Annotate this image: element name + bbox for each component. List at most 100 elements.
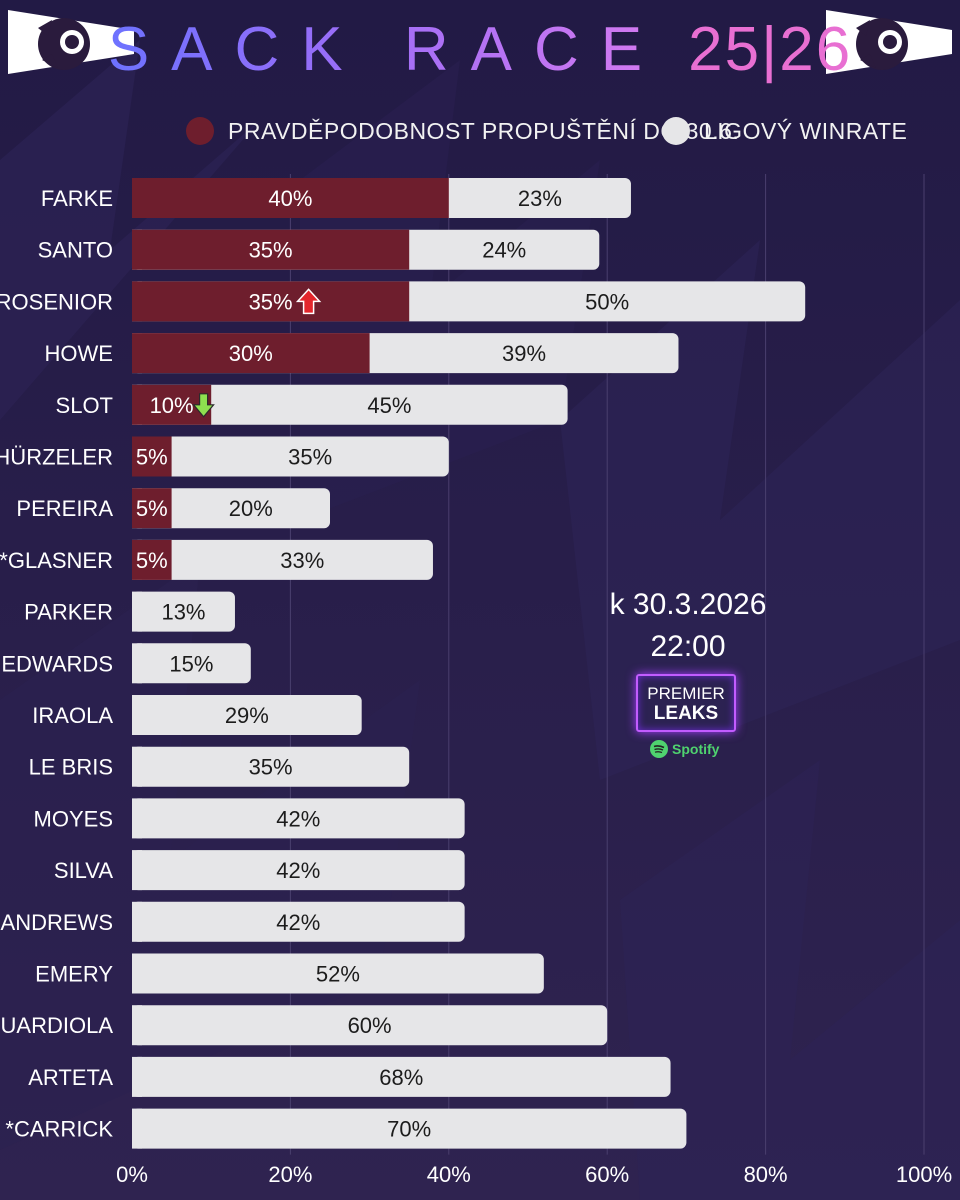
spotify-badge: Spotify (650, 740, 719, 758)
green-down-arrow-icon (192, 393, 215, 418)
category-label: ANDREWS (1, 910, 113, 935)
podcast-name-line1: PREMIER (647, 684, 725, 703)
data-label-winrate: 35% (249, 755, 293, 780)
bar-winrate (132, 436, 449, 477)
data-label-winrate: 42% (276, 858, 320, 883)
bar-winrate-corner (132, 695, 142, 735)
timestamp-date: k 30.3.2026 (609, 588, 767, 621)
data-label-winrate: 50% (585, 289, 629, 314)
category-label: PARKER (24, 600, 113, 625)
legend-label-win: LIGOVÝ WINRATE (704, 117, 908, 144)
premier-league-logo-left (8, 10, 134, 74)
category-label: PEREIRA (16, 496, 113, 521)
bar-winrate-corner (132, 1005, 142, 1046)
bar-winrate-corner (132, 1056, 142, 1097)
bar-winrate-corner (132, 746, 142, 787)
bar-winrate (132, 1056, 671, 1097)
bar-winrate (132, 901, 465, 942)
category-label: EMERY (35, 962, 113, 987)
category-label: ROSENIOR (0, 289, 113, 314)
category-label: *CARRICK (5, 1117, 113, 1142)
data-label-winrate: 35% (288, 445, 332, 470)
legend-swatch-sack (186, 117, 214, 145)
category-label: MOYES (34, 806, 113, 831)
bar-winrate-corner (132, 798, 142, 839)
x-tick-label: 40% (427, 1162, 471, 1187)
x-tick-label: 80% (744, 1162, 788, 1187)
data-label-winrate: 42% (276, 910, 320, 935)
bar-winrate (132, 953, 544, 994)
podcast-name-line2: LEAKS (653, 703, 719, 724)
bar-winrate (132, 850, 465, 891)
category-label: IRAOLA (32, 703, 113, 728)
bar-winrate (132, 539, 433, 580)
category-label: ARTETA (28, 1065, 113, 1090)
data-label-sack: 10% (150, 393, 194, 418)
bar-winrate-corner (132, 591, 142, 632)
premier-league-lion-icon (38, 18, 90, 70)
x-tick-label: 60% (585, 1162, 629, 1187)
spotify-icon (650, 740, 668, 758)
bar-sack (132, 281, 410, 322)
category-label: *GLASNER (0, 548, 113, 573)
data-label-winrate: 24% (482, 238, 526, 263)
data-label-sack: 5% (136, 496, 168, 521)
bar-winrate (132, 746, 410, 787)
category-label: SANTO (38, 238, 113, 263)
data-label-winrate: 52% (316, 962, 360, 987)
legend-label-sack: PRAVDĚPODOBNOST PROPUŠTĚNÍ DO 30.6. (228, 117, 740, 144)
legend-item-sack: PRAVDĚPODOBNOST PROPUŠTĚNÍ DO 30.6. (186, 114, 739, 148)
category-label: HÜRZELER (0, 445, 113, 470)
data-label-winrate: 68% (379, 1065, 423, 1090)
spotify-label: Spotify (672, 741, 720, 757)
premier-league-logo-right (826, 10, 952, 74)
data-label-winrate: 60% (348, 1013, 392, 1038)
data-label-winrate: 42% (276, 806, 320, 831)
data-label-winrate: 13% (161, 600, 205, 625)
bar-sack (132, 488, 172, 529)
bar-sack (132, 539, 172, 580)
podcast-logo: PREMIER LEAKS (636, 674, 736, 732)
red-up-arrow-icon (295, 288, 322, 315)
data-label-sack: 35% (249, 238, 293, 263)
bar-winrate-corner (132, 1108, 142, 1149)
bar-winrate (132, 1005, 608, 1046)
bar-winrate (132, 798, 465, 839)
data-label-sack: 30% (229, 341, 273, 366)
bar-winrate (132, 488, 330, 529)
bar-winrate-corner (132, 901, 142, 942)
bar-sack (132, 229, 410, 270)
category-label: SLOT (56, 393, 113, 418)
data-label-winrate: 39% (502, 341, 546, 366)
bar-sack (132, 178, 449, 218)
bar-winrate-corner (132, 850, 142, 891)
legend-item-win: LIGOVÝ WINRATE (662, 114, 907, 148)
timestamp-time: 22:00 (650, 630, 726, 663)
x-tick-label: 100% (896, 1162, 952, 1187)
bar-winrate (132, 643, 251, 684)
legend-swatch-win (662, 117, 690, 145)
data-label-winrate: 15% (169, 651, 213, 676)
data-label-sack: 35% (249, 289, 293, 314)
data-label-winrate: 29% (225, 703, 269, 728)
category-label: GUARDIOLA (0, 1013, 113, 1038)
data-label-winrate: 23% (518, 186, 562, 211)
data-label-winrate: 70% (387, 1117, 431, 1142)
bar-winrate (132, 695, 362, 735)
podcast-badge: PREMIER LEAKS Spotify (636, 674, 740, 766)
bar-sack (132, 436, 172, 477)
data-label-winrate: 20% (229, 496, 273, 521)
category-label: HOWE (45, 341, 113, 366)
data-label-sack: 5% (136, 445, 168, 470)
bar-winrate (132, 1108, 687, 1149)
chart-title: SACK RACE 25|26 (0, 10, 960, 90)
data-label-sack: 40% (268, 186, 312, 211)
title-season: 25|26 (688, 15, 853, 84)
category-label: LE BRIS (29, 755, 113, 780)
bar-winrate-corner (132, 953, 142, 994)
x-tick-label: 20% (268, 1162, 312, 1187)
bar-winrate (132, 591, 235, 632)
data-label-sack: 5% (136, 548, 168, 573)
category-label: FARKE (41, 186, 113, 211)
